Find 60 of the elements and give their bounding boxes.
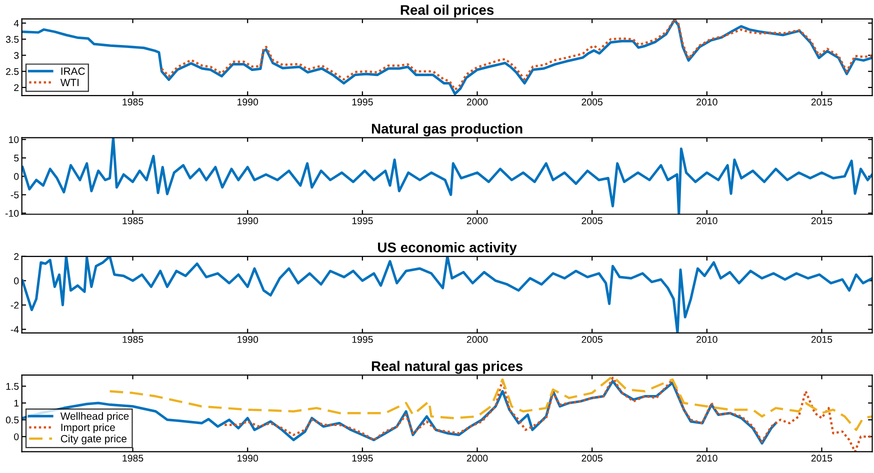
x-tick-label: 1985: [122, 217, 144, 224]
x-tick-label: 2015: [811, 217, 832, 224]
legend-label: Import price: [61, 423, 115, 434]
y-tick-label: 3.5: [6, 36, 19, 43]
y-tick-label: 4: [14, 20, 19, 27]
legend-label: IRAC: [61, 68, 85, 75]
y-tick-label: -2: [10, 302, 19, 309]
x-tick-label: 1985: [122, 98, 144, 106]
chart-title: US economic activity: [378, 242, 517, 256]
x-tick-label: 2015: [811, 454, 832, 462]
line-series: [224, 376, 872, 452]
x-tick-label: 1995: [352, 98, 373, 106]
x-tick-label: 2005: [582, 98, 602, 106]
legend-label: City gate price: [60, 434, 127, 444]
x-tick-label: 1990: [238, 454, 258, 462]
line-series: [22, 138, 872, 214]
x-tick-label: 2010: [696, 98, 718, 106]
x-tick-label: 2010: [696, 336, 718, 343]
y-tick-label: 2.5: [6, 68, 19, 75]
line-series: [22, 256, 872, 333]
x-tick-label: 2000: [466, 454, 488, 462]
x-tick-label: 1985: [122, 336, 144, 343]
chart-title: Real oil prices: [400, 4, 494, 18]
x-tick-label: 1990: [238, 336, 258, 343]
y-tick-label: -5: [10, 192, 19, 198]
x-tick-label: 1990: [238, 98, 258, 106]
y-tick-label: 5: [14, 154, 19, 162]
x-tick-label: 1995: [352, 336, 373, 343]
x-tick-label: 2000: [466, 217, 488, 224]
y-tick-label: 0: [14, 277, 19, 284]
chart-title: Natural gas production: [372, 123, 522, 136]
y-tick-label: 3: [14, 52, 19, 59]
x-tick-label: 2000: [466, 336, 488, 343]
x-tick-label: 2015: [811, 336, 832, 343]
x-tick-label: 2010: [696, 217, 718, 224]
y-tick-label: 2: [14, 253, 19, 260]
x-tick-label: 2005: [582, 454, 602, 462]
line-series: [160, 18, 872, 91]
x-tick-label: 2015: [811, 98, 832, 106]
legend-label: Wellhead price: [60, 412, 129, 422]
x-tick-label: 1985: [122, 454, 144, 462]
x-tick-label: 1995: [352, 454, 373, 462]
line-series: [22, 18, 872, 96]
x-tick-label: 2010: [696, 454, 718, 462]
y-tick-label: 2: [14, 84, 19, 91]
y-tick-label: -10: [5, 210, 19, 217]
legend-label: WTI: [60, 78, 79, 86]
y-tick-label: 10: [9, 136, 19, 144]
y-tick-label: 1: [14, 400, 19, 407]
y-tick-label: -4: [10, 326, 19, 333]
x-tick-label: 2000: [466, 98, 488, 106]
x-tick-label: 2005: [582, 336, 602, 343]
y-tick-label: 0: [14, 173, 19, 180]
y-tick-label: 0: [14, 433, 19, 440]
chart-title: Real natural gas prices: [372, 360, 523, 374]
x-tick-label: 2005: [582, 217, 602, 224]
y-tick-label: 0.5: [6, 416, 19, 424]
y-tick-label: 1.5: [6, 383, 19, 390]
x-tick-label: 1990: [238, 217, 258, 224]
x-tick-label: 1995: [352, 217, 373, 224]
